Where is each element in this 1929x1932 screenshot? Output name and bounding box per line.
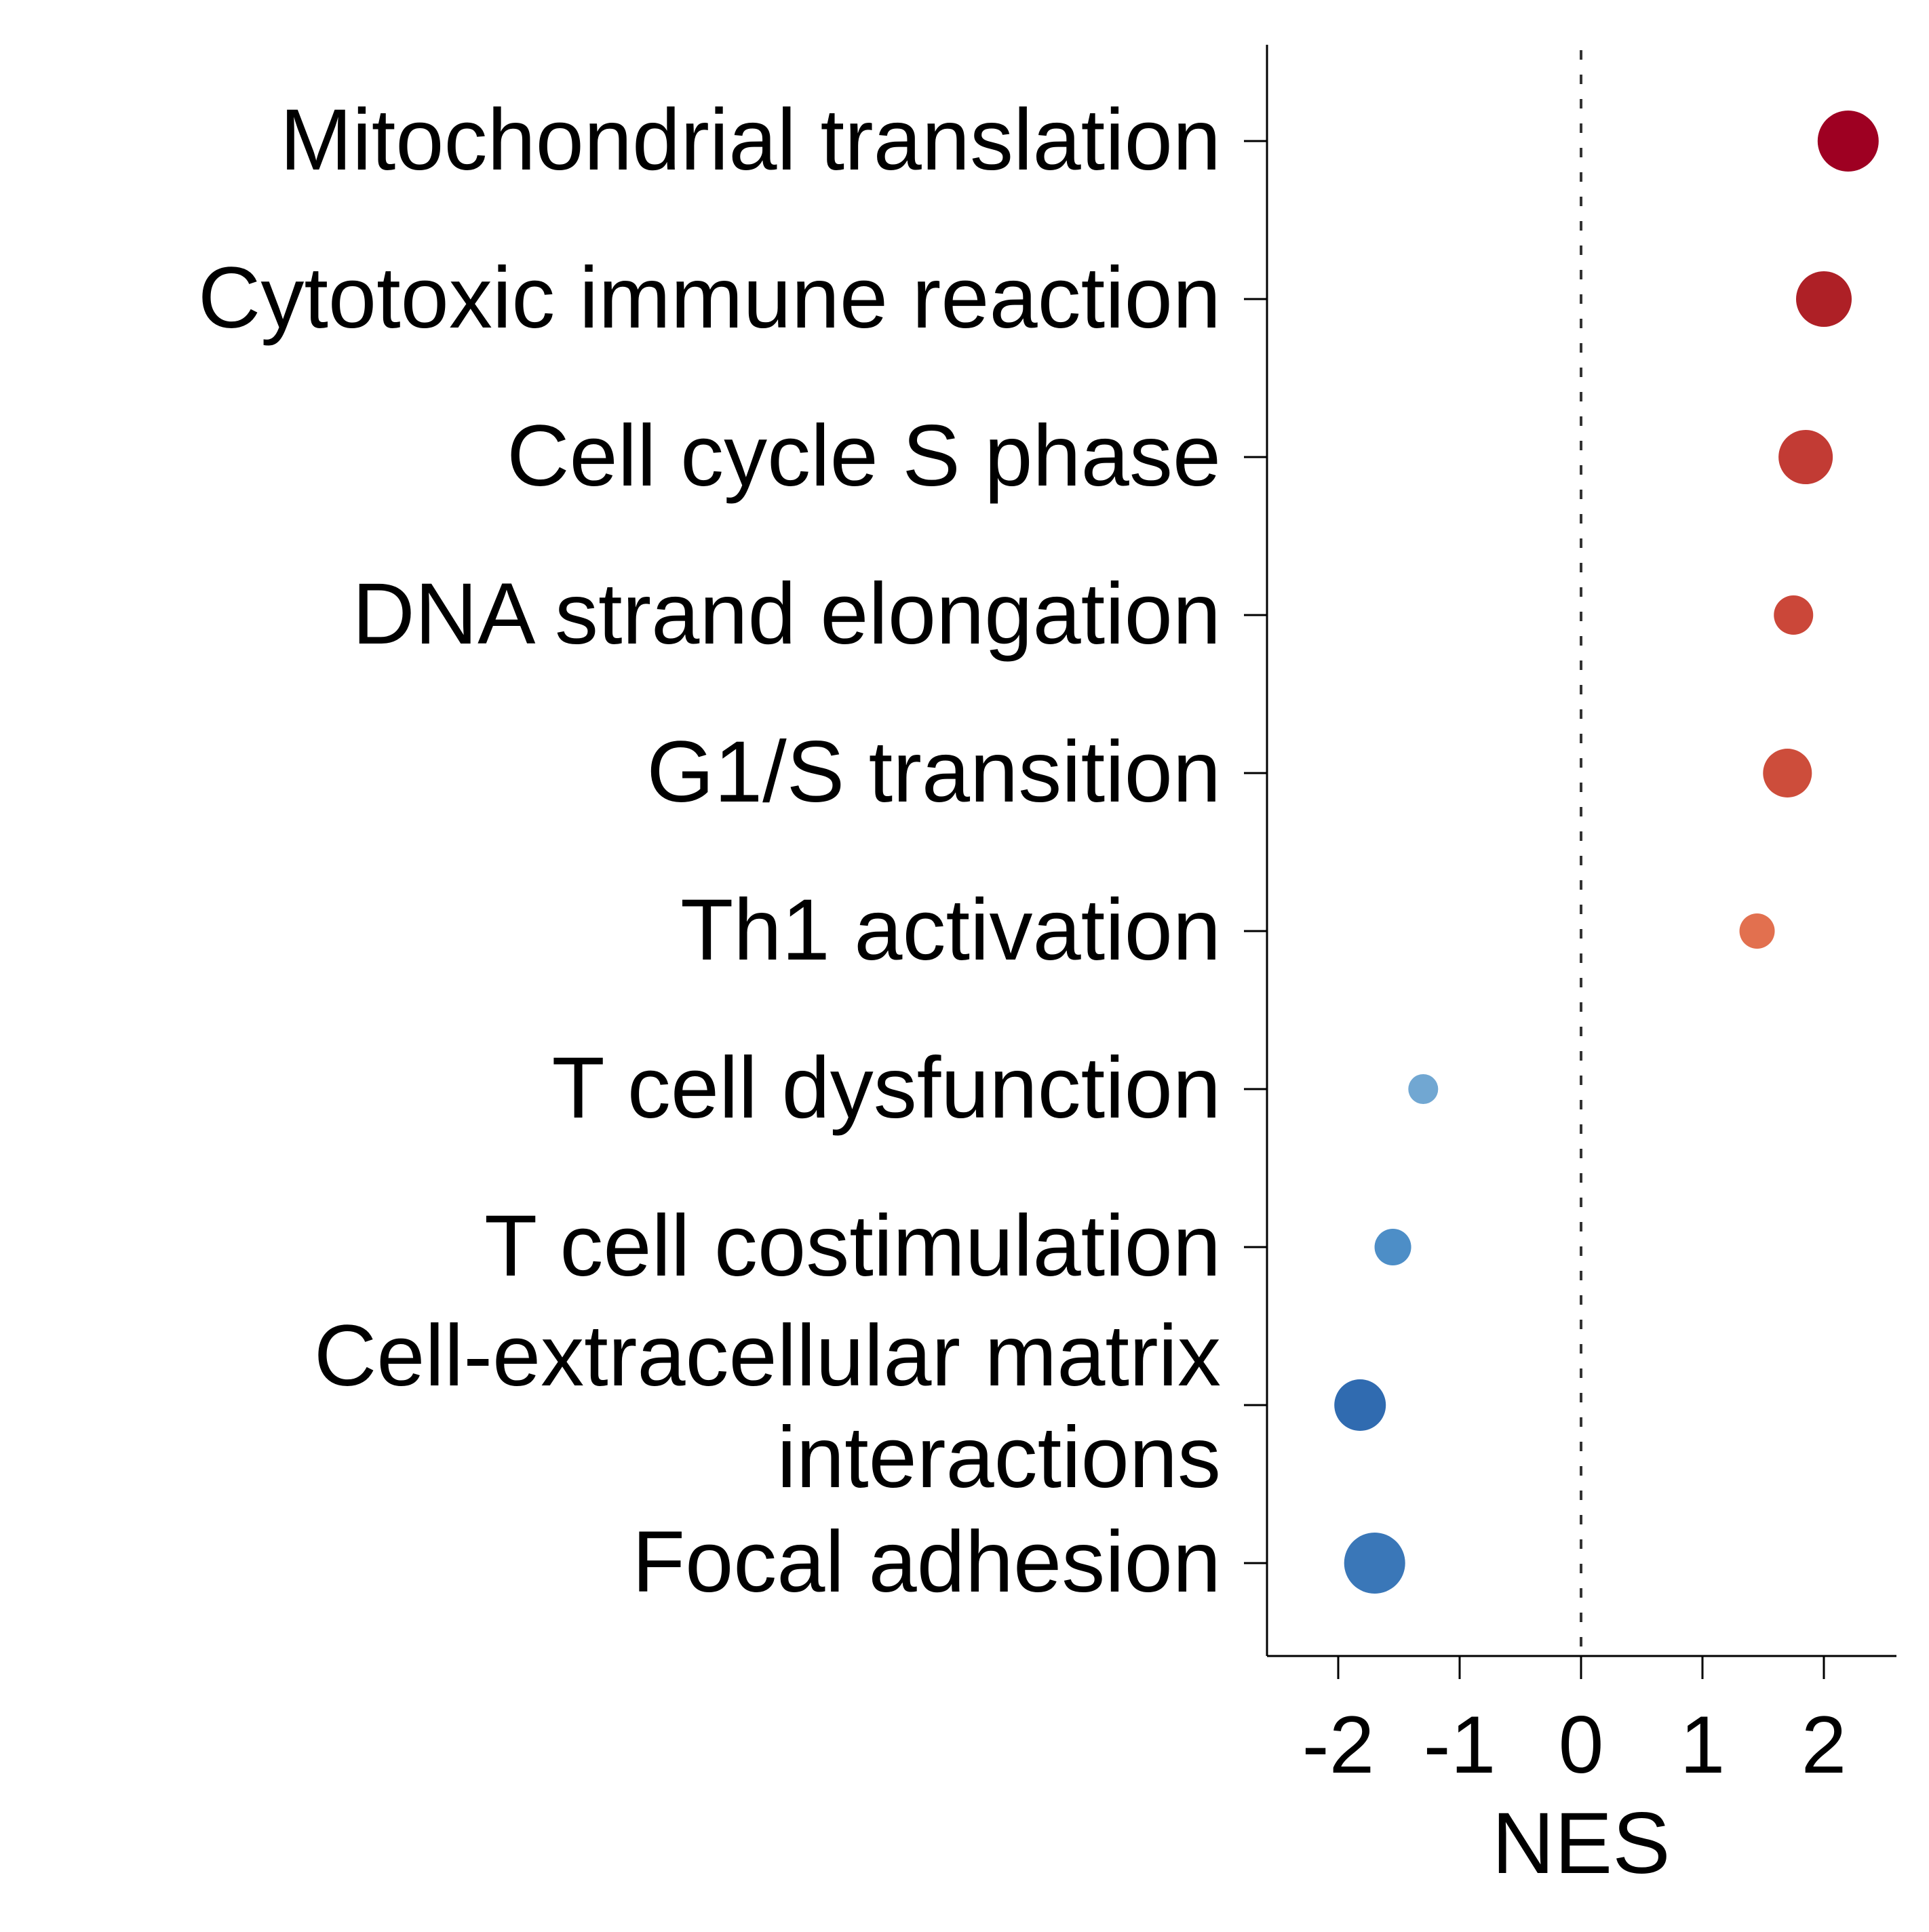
- data-point: [1739, 913, 1775, 949]
- data-points: [1334, 111, 1879, 1594]
- x-tick-label: 1: [1680, 1699, 1726, 1790]
- category-label-line: interactions: [777, 1409, 1221, 1506]
- category-label-line: Th1 activation: [680, 882, 1221, 979]
- data-point: [1408, 1074, 1439, 1104]
- category-label-line: T cell dysfunction: [551, 1040, 1221, 1137]
- data-point: [1796, 271, 1852, 327]
- category-label-line: Mitochondrial translation: [280, 92, 1221, 189]
- category-label: T cell dysfunction: [551, 1040, 1221, 1137]
- category-label: Focal adhesion: [632, 1514, 1221, 1611]
- x-axis-title: NES: [1492, 1795, 1670, 1892]
- category-label-line: DNA strand elongation: [352, 566, 1221, 663]
- category-label: Mitochondrial translation: [280, 92, 1221, 189]
- data-point: [1774, 595, 1814, 635]
- category-label: Cytotoxic immune reaction: [198, 250, 1221, 347]
- x-tick-label: 2: [1801, 1699, 1847, 1790]
- y-axis-labels: Mitochondrial translation Cytotoxic immun…: [198, 92, 1221, 1611]
- category-label-line: Cell-extracellular matrix: [314, 1307, 1221, 1404]
- data-point: [1374, 1229, 1411, 1265]
- x-tick-label: -1: [1424, 1699, 1496, 1790]
- data-point: [1344, 1533, 1405, 1594]
- category-label-line: T cell costimulation: [484, 1198, 1221, 1295]
- axes: [1244, 45, 1896, 1679]
- data-point: [1817, 111, 1879, 172]
- category-label: Th1 activation: [680, 882, 1221, 979]
- data-point: [1778, 430, 1833, 484]
- category-label-line: Focal adhesion: [632, 1514, 1221, 1611]
- category-label: Cell-extracellular matrix interactions: [314, 1307, 1221, 1506]
- x-tick-label: -2: [1302, 1699, 1375, 1790]
- data-point: [1763, 749, 1812, 797]
- category-label-line: G1/S transition: [646, 724, 1221, 821]
- category-label-line: Cell cycle S phase: [507, 408, 1221, 505]
- category-label: G1/S transition: [646, 724, 1221, 821]
- category-label-line: Cytotoxic immune reaction: [198, 250, 1221, 347]
- x-tick-label: 0: [1559, 1699, 1604, 1790]
- x-axis-labels: -2 -1 0 1 2: [1302, 1699, 1847, 1790]
- category-label: Cell cycle S phase: [507, 408, 1221, 505]
- category-label: T cell costimulation: [484, 1198, 1221, 1295]
- data-point: [1334, 1379, 1386, 1431]
- category-label: DNA strand elongation: [352, 566, 1221, 663]
